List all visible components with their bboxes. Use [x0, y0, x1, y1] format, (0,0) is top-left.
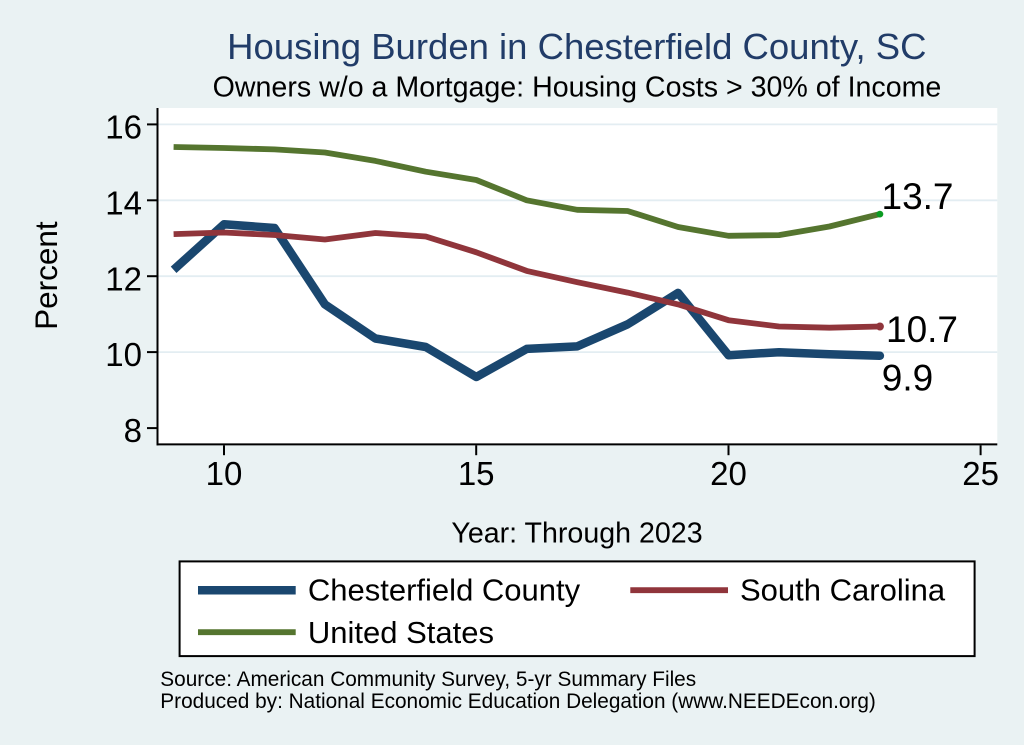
svg-text:Produced by: National Economic: Produced by: National Economic Education…: [160, 690, 876, 713]
svg-text:13.7: 13.7: [882, 176, 954, 217]
svg-text:Year: Through 2023: Year: Through 2023: [451, 518, 702, 550]
svg-text:10: 10: [105, 336, 142, 373]
svg-text:15: 15: [458, 455, 495, 492]
svg-text:Source: American Community Sur: Source: American Community Survey, 5-yr …: [160, 668, 696, 691]
svg-text:Housing Burden in Chesterfield: Housing Burden in Chesterfield County, S…: [227, 26, 926, 67]
svg-text:12: 12: [105, 260, 142, 297]
svg-text:8: 8: [124, 412, 142, 449]
svg-text:Percent: Percent: [28, 221, 64, 330]
svg-text:20: 20: [710, 455, 747, 492]
svg-text:United States: United States: [308, 615, 494, 650]
svg-text:10.7: 10.7: [886, 309, 958, 350]
svg-text:10: 10: [206, 455, 243, 492]
svg-text:16: 16: [105, 109, 142, 146]
svg-text:9.9: 9.9: [882, 358, 933, 399]
svg-text:Owners w/o a Mortgage: Housing: Owners w/o a Mortgage: Housing Costs > 3…: [213, 72, 942, 104]
svg-text:14: 14: [105, 184, 142, 221]
svg-text:South Carolina: South Carolina: [740, 572, 946, 607]
svg-text:25: 25: [962, 455, 999, 492]
svg-text:Chesterfield County: Chesterfield County: [308, 572, 581, 607]
